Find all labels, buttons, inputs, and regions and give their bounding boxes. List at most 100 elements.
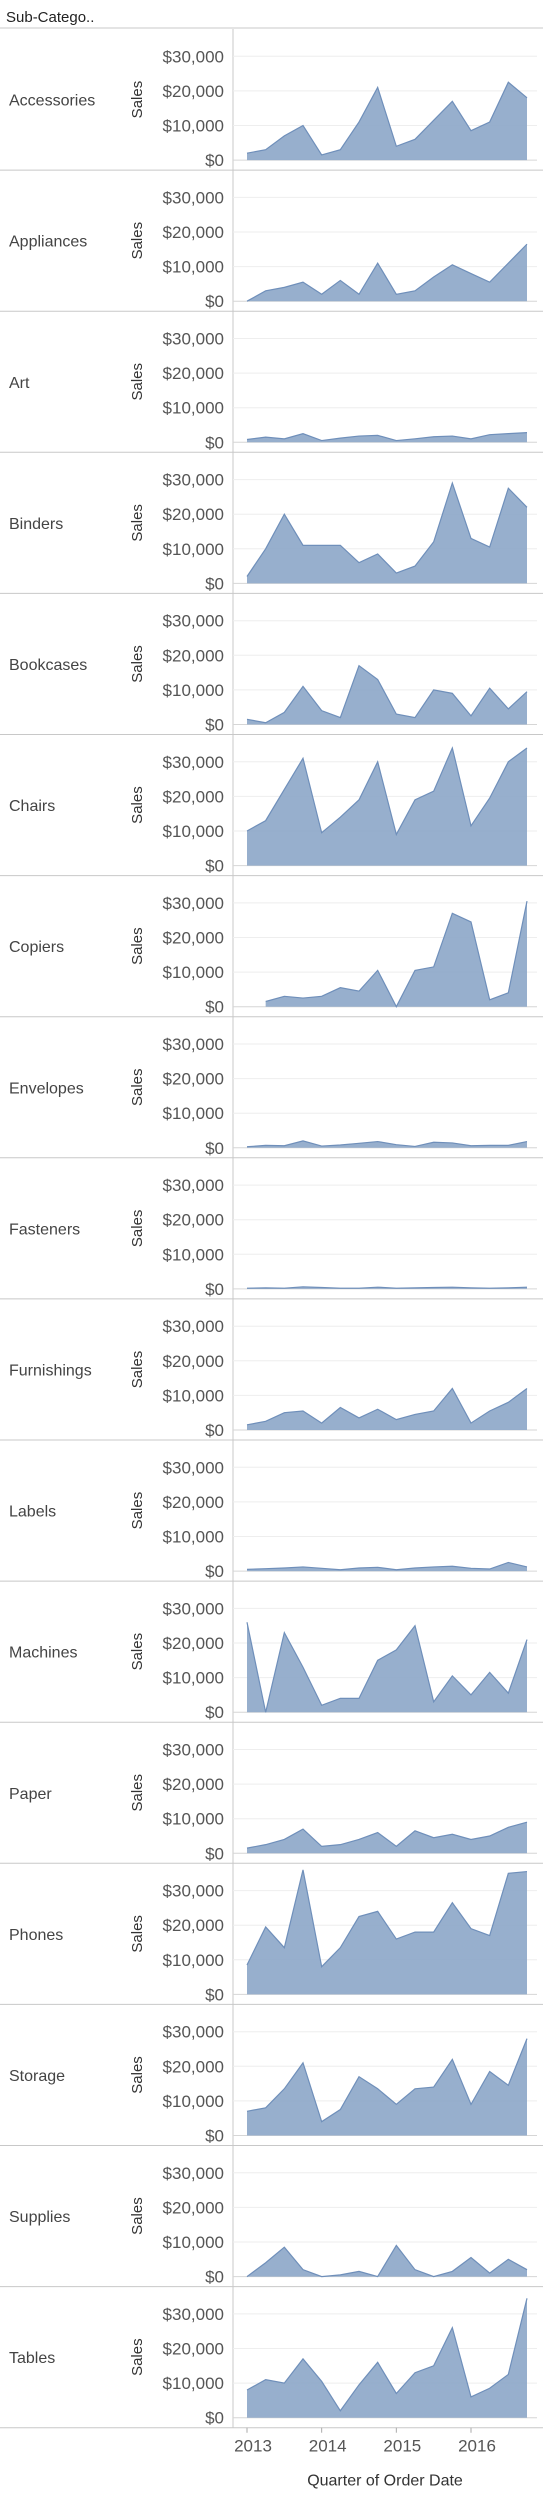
y-tick-label: $20,000 [163, 929, 224, 948]
y-axis-title: Sales [129, 1351, 146, 1389]
x-tick-label: 2014 [309, 2437, 347, 2456]
category-label-envelopes[interactable]: Envelopes [9, 1080, 84, 1097]
area-tables[interactable] [247, 2298, 527, 2418]
x-axis-title: Quarter of Order Date [307, 2473, 463, 2490]
y-tick-label: $20,000 [163, 787, 224, 806]
x-tick-label: 2013 [234, 2437, 272, 2456]
area-machines[interactable] [247, 1622, 527, 1713]
panel-phones: $0 $10,000 $20,000 $30,000 Sales Phones [0, 1869, 543, 2005]
y-tick-label: $30,000 [163, 1035, 224, 1054]
category-label-binders[interactable]: Binders [9, 516, 63, 533]
category-label-tables[interactable]: Tables [9, 2350, 55, 2367]
y-tick-label: $0 [205, 574, 224, 593]
area-phones[interactable] [247, 1869, 527, 1995]
y-axis-title: Sales [129, 2197, 146, 2235]
y-tick-label: $10,000 [163, 2092, 224, 2111]
area-copiers[interactable] [265, 901, 527, 1007]
panel-furnishings: $0 $10,000 $20,000 $30,000 Sales Furnishings [0, 1317, 543, 1441]
y-tick-label: $20,000 [163, 2340, 224, 2359]
area-labels[interactable] [247, 1562, 527, 1572]
panel-bookcases: $0 $10,000 $20,000 $30,000 Sales Bookcases [0, 612, 543, 735]
y-tick-label: $10,000 [163, 117, 224, 136]
panel-storage: $0 $10,000 $20,000 $30,000 Sales Storage [0, 2023, 543, 2146]
y-tick-label: $10,000 [163, 963, 224, 982]
category-label-accessories[interactable]: Accessories [9, 93, 95, 110]
area-envelopes[interactable] [247, 1140, 527, 1148]
y-tick-label: $20,000 [163, 2198, 224, 2217]
y-tick-label: $20,000 [163, 1493, 224, 1512]
line-art [246, 432, 528, 442]
y-axis-title: Sales [129, 1774, 146, 1812]
category-label-bookcases[interactable]: Bookcases [9, 657, 87, 674]
y-tick-label: $30,000 [163, 1317, 224, 1336]
panel-art: $0 $10,000 $20,000 $30,000 Sales Art [0, 330, 543, 453]
area-bookcases[interactable] [247, 665, 527, 725]
category-label-labels[interactable]: Labels [9, 1504, 56, 1521]
y-axis-title: Sales [129, 1915, 146, 1953]
area-chairs[interactable] [247, 747, 527, 866]
area-binders[interactable] [247, 483, 527, 584]
panel-copiers: $0 $10,000 $20,000 $30,000 Sales Copiers [0, 894, 543, 1018]
area-appliances[interactable] [247, 244, 527, 302]
category-label-storage[interactable]: Storage [9, 2068, 65, 2085]
y-tick-label: $0 [205, 1139, 224, 1158]
area-furnishings[interactable] [247, 1388, 527, 1430]
line-chairs [246, 746, 528, 837]
y-tick-label: $0 [205, 2409, 224, 2428]
x-tick-label: 2015 [383, 2437, 421, 2456]
y-tick-label: $0 [205, 1280, 224, 1299]
category-label-appliances[interactable]: Appliances [9, 234, 87, 251]
category-label-fasteners[interactable]: Fasteners [9, 1221, 80, 1238]
line-fasteners [246, 1286, 528, 1289]
y-tick-label: $20,000 [163, 1211, 224, 1230]
y-tick-label: $20,000 [163, 2057, 224, 2076]
y-tick-label: $10,000 [163, 399, 224, 418]
category-label-copiers[interactable]: Copiers [9, 939, 64, 956]
y-tick-label: $30,000 [163, 1176, 224, 1195]
line-accessories [246, 81, 528, 156]
panel-accessories: $0 $10,000 $20,000 $30,000 Sales Accessories [0, 47, 543, 171]
area-art[interactable] [247, 432, 527, 443]
y-tick-label: $0 [205, 1985, 224, 2004]
y-tick-label: $20,000 [163, 1352, 224, 1371]
area-paper[interactable] [247, 1822, 527, 1854]
category-label-paper[interactable]: Paper [9, 1786, 52, 1803]
y-axis-title: Sales [129, 1068, 146, 1106]
category-label-supplies[interactable]: Supplies [9, 2209, 70, 2226]
category-label-furnishings[interactable]: Furnishings [9, 1362, 92, 1379]
line-labels [246, 1561, 528, 1571]
y-axis-title: Sales [129, 2056, 146, 2094]
y-tick-label: $20,000 [163, 1070, 224, 1089]
y-tick-label: $0 [205, 998, 224, 1017]
area-accessories[interactable] [247, 82, 527, 161]
panel-tables: $0 $10,000 $20,000 $30,000 Sales Tables [0, 2298, 543, 2429]
y-tick-label: $30,000 [163, 47, 224, 66]
y-tick-label: $30,000 [163, 612, 224, 631]
y-axis-title: Sales [129, 222, 146, 260]
y-axis-title: Sales [129, 1210, 146, 1248]
y-tick-label: $0 [205, 1421, 224, 1440]
chart-panels: $0$10,000$20,000$30,000SalesAccessories$… [0, 29, 543, 2429]
line-phones [246, 1869, 528, 1968]
y-tick-label: $10,000 [163, 258, 224, 277]
y-tick-label: $10,000 [163, 1386, 224, 1405]
y-axis-title: Sales [129, 1633, 146, 1671]
subcategory-column-header[interactable]: Sub-Catego.. [6, 9, 94, 26]
category-label-phones[interactable]: Phones [9, 1927, 63, 1944]
y-tick-label: $20,000 [163, 1916, 224, 1935]
category-label-art[interactable]: Art [9, 375, 30, 392]
category-label-chairs[interactable]: Chairs [9, 798, 55, 815]
category-label-machines[interactable]: Machines [9, 1645, 77, 1662]
y-tick-label: $20,000 [163, 1634, 224, 1653]
line-paper [246, 1821, 528, 1849]
y-tick-label: $30,000 [163, 894, 224, 913]
y-tick-label: $10,000 [163, 1810, 224, 1829]
y-tick-label: $10,000 [163, 540, 224, 559]
y-tick-label: $10,000 [163, 681, 224, 700]
panel-binders: $0 $10,000 $20,000 $30,000 Sales Binders [0, 471, 543, 594]
area-storage[interactable] [247, 2038, 527, 2136]
y-axis-title: Sales [129, 1492, 146, 1530]
y-tick-label: $30,000 [163, 1599, 224, 1618]
y-tick-label: $30,000 [163, 2164, 224, 2183]
